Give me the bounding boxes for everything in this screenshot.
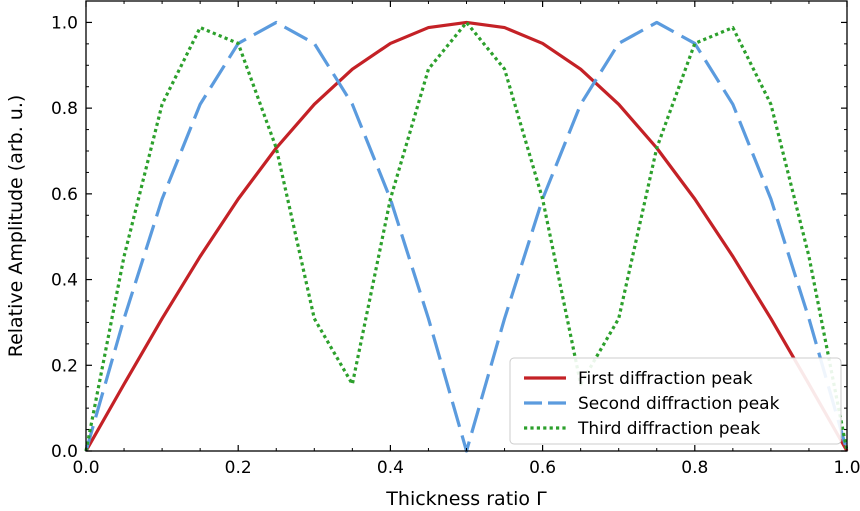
- x-tick-label: 0.0: [72, 458, 99, 478]
- x-tick-label: 0.8: [681, 458, 708, 478]
- y-tick-label: 0.8: [51, 99, 78, 119]
- y-axis-label: Relative Amplitude (arb. u.): [5, 95, 27, 358]
- y-tick-label: 1.0: [51, 13, 78, 33]
- legend-label-3: Third diffraction peak: [577, 419, 760, 439]
- legend-label-1: First diffraction peak: [578, 369, 753, 389]
- series-line-1: [84, 20, 849, 452]
- legend-label-2: Second diffraction peak: [578, 394, 780, 414]
- x-axis-label: Thickness ratio Γ: [385, 488, 547, 510]
- legend-box: [509, 357, 842, 445]
- x-tick-label: 0.4: [377, 458, 404, 478]
- y-tick-label: 0.0: [51, 442, 78, 462]
- x-tick-label: 1.0: [833, 458, 860, 478]
- legend: First diffraction peak Second diffraction…: [509, 357, 842, 445]
- x-tick-label: 0.6: [529, 458, 556, 478]
- y-tick-label: 0.2: [51, 356, 78, 376]
- axis-ticks: 0.0 0.2 0.4 0.6 0.8 1.0 0.0 0.2 0.4 0.6 0.8 1.0: [51, 1, 860, 478]
- y-tick-label: 0.6: [51, 185, 78, 205]
- y-tick-label: 0.4: [51, 271, 78, 291]
- x-tick-label: 0.2: [225, 458, 252, 478]
- series-line-3: [84, 20, 849, 452]
